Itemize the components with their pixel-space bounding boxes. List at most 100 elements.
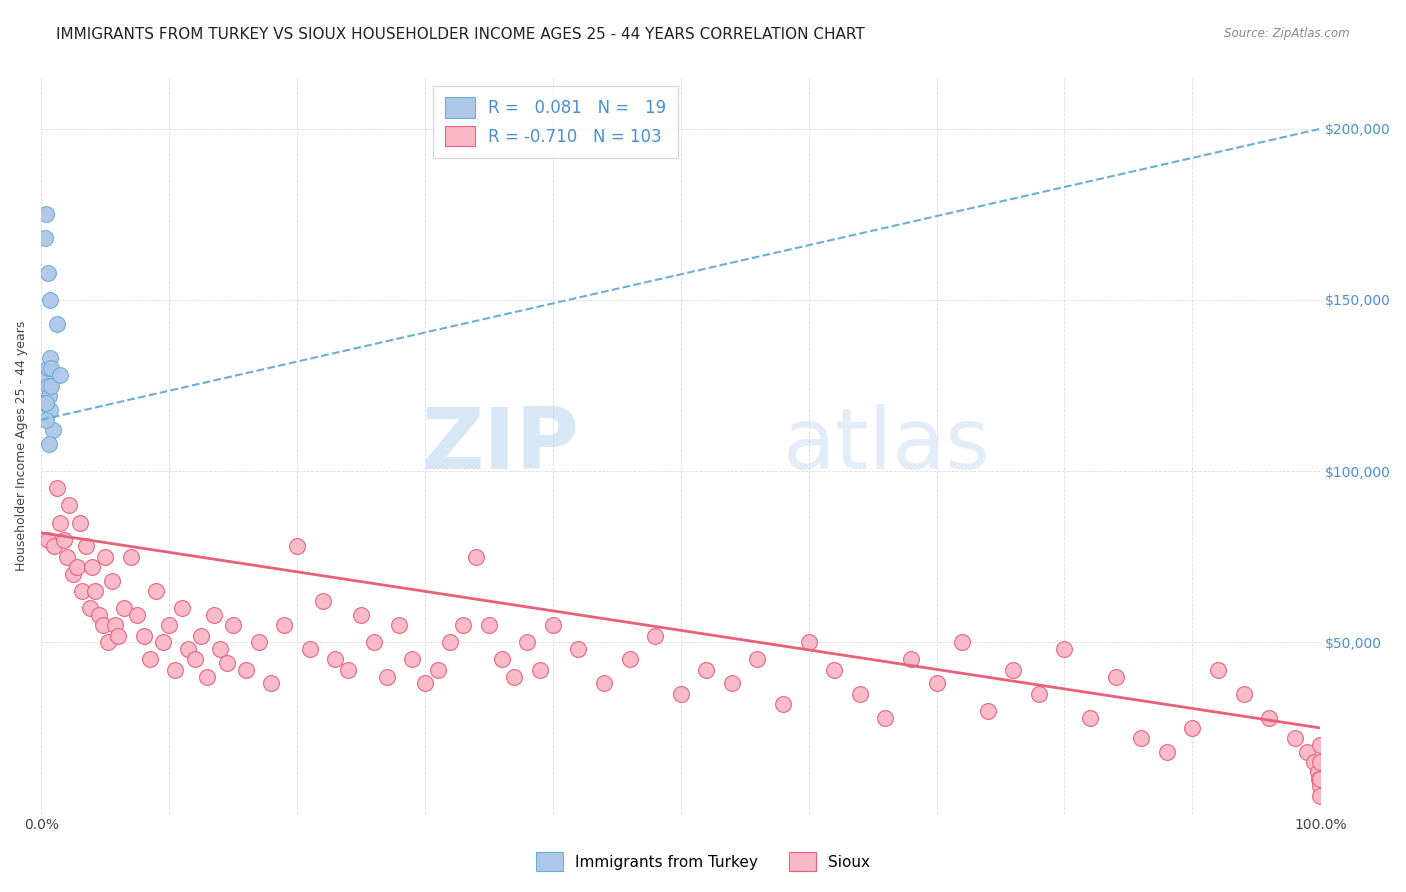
Point [70,584,93,599]
Point [1206,663,1229,677]
Point [157,618,180,632]
Point [34,395,56,409]
Point [350,607,373,622]
Point [1181,721,1204,735]
Point [152,635,174,649]
Point [1309,789,1331,804]
Point [426,663,449,677]
Text: ZIP: ZIP [420,404,578,487]
Point [1306,765,1329,780]
Point [363,635,385,649]
Point [112,601,135,615]
Point [516,635,538,649]
Point [1002,663,1025,677]
Point [644,628,666,642]
Point [285,540,308,554]
Point [127,607,149,622]
Point [1308,772,1330,787]
Point [197,670,219,684]
Point [439,635,461,649]
Point [1309,738,1331,752]
Point [177,642,200,657]
Point [35,395,58,409]
Point [619,652,641,666]
Point [797,635,820,649]
Point [1258,711,1281,725]
Point [94,549,117,564]
Point [1309,779,1331,793]
Point [925,676,948,690]
Point [132,628,155,642]
Point [37,361,59,376]
Point [260,676,283,690]
Point [49,368,72,383]
Y-axis label: Householder Income Ages 25 - 44 years: Householder Income Ages 25 - 44 years [15,320,28,571]
Point [491,652,513,666]
Point [38,437,60,451]
Point [1104,670,1126,684]
Point [84,584,107,599]
Point [66,560,89,574]
Point [37,378,59,392]
Point [235,663,257,677]
Point [34,231,56,245]
Point [38,389,60,403]
Point [100,574,122,588]
Point [1053,642,1076,657]
Point [209,642,232,657]
Point [541,618,564,632]
Point [139,652,162,666]
Point [453,618,475,632]
Point [170,601,193,615]
Point [529,663,551,677]
Point [950,635,973,649]
Point [39,402,62,417]
Text: Source: ZipAtlas.com: Source: ZipAtlas.com [1225,27,1350,40]
Point [311,594,333,608]
Legend: R =   0.081   N =   19, R = -0.710   N = 103: R = 0.081 N = 19, R = -0.710 N = 103 [433,86,678,158]
Point [1309,772,1331,787]
Point [1296,745,1319,759]
Point [165,663,187,677]
Point [69,516,91,530]
Point [823,663,845,677]
Point [39,293,62,307]
Point [1284,731,1306,746]
Point [62,566,84,581]
Point [107,628,129,642]
Point [41,423,63,437]
Point [37,266,59,280]
Point [49,516,72,530]
Point [53,533,76,547]
Point [202,607,225,622]
Point [87,607,110,622]
Point [1309,755,1331,769]
Point [337,663,360,677]
Point [298,642,321,657]
Point [37,533,59,547]
Point [35,207,58,221]
Point [1232,687,1254,701]
Point [145,584,167,599]
Point [55,549,77,564]
Point [413,676,436,690]
Point [273,618,295,632]
Point [503,670,526,684]
Legend: Immigrants from Turkey, Sioux: Immigrants from Turkey, Sioux [530,847,876,877]
Point [669,687,692,701]
Point [58,499,80,513]
Point [695,663,717,677]
Point [567,642,589,657]
Point [388,618,411,632]
Point [1302,755,1324,769]
Point [41,361,63,376]
Point [247,635,270,649]
Point [39,351,62,366]
Point [190,628,212,642]
Point [41,378,63,392]
Point [325,652,347,666]
Point [35,413,58,427]
Point [97,635,120,649]
Point [183,652,205,666]
Point [35,368,58,383]
